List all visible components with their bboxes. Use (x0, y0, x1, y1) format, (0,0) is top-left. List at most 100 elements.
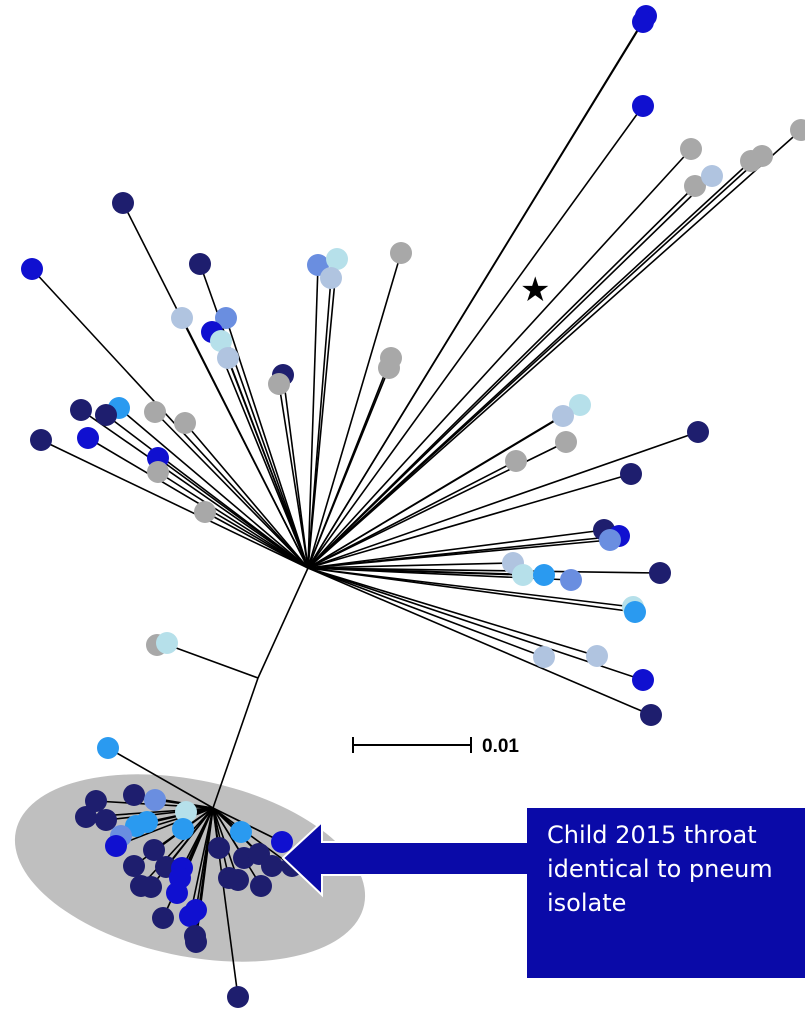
leaf-node-navy (227, 869, 249, 891)
tree-branch (307, 562, 514, 569)
leaf-node-sky-blue (230, 821, 252, 843)
leaf-node-navy (620, 463, 642, 485)
leaf-node-gray (680, 138, 702, 160)
tree-branch (87, 437, 309, 569)
leaf-node-blue (632, 669, 654, 691)
leaf-node-gray (684, 175, 706, 197)
tree-branch (40, 439, 309, 569)
tree-branch (118, 407, 309, 569)
tree-branch (307, 567, 636, 613)
leaf-node-gray (144, 401, 166, 423)
leaf-node-sky-blue (533, 564, 555, 586)
tree-branch (307, 175, 713, 569)
leaf-node-navy (30, 429, 52, 451)
leaf-node-mid-blue (599, 529, 621, 551)
tree-branch (307, 431, 699, 569)
tree-branch (211, 331, 309, 569)
leaf-node-navy (85, 790, 107, 812)
leaf-node-pale-cyan (210, 330, 232, 352)
tree-branch (282, 374, 309, 569)
tree-branch (257, 567, 309, 679)
tree-branch (157, 471, 309, 569)
leaf-node-pale-cyan (156, 632, 178, 654)
tree-branch (189, 807, 214, 917)
scale-bar-label: 0.01 (482, 736, 519, 757)
leaf-node-navy (95, 404, 117, 426)
callout-arrow (281, 819, 531, 898)
tree-branch (80, 409, 309, 569)
leaf-node-pale-cyan (175, 801, 197, 823)
tree-branch (307, 539, 611, 569)
leaf-node-gray (268, 373, 290, 395)
leaf-node-navy (112, 192, 134, 214)
tree-branch (181, 317, 309, 569)
tree-branch (307, 148, 692, 569)
tree-branch (278, 383, 309, 569)
leaf-node-light-blue (171, 307, 193, 329)
tree-branch (212, 807, 262, 887)
tree-branch (307, 367, 390, 569)
leaf-node-light-blue (701, 165, 723, 187)
leaf-node-navy (70, 399, 92, 421)
leaf-node-sky-blue (624, 601, 646, 623)
tree-branch (140, 807, 214, 887)
tree-branch (115, 807, 214, 847)
leaf-node-light-blue (552, 405, 574, 427)
tree-branch (307, 21, 644, 569)
leaf-node-gray (147, 461, 169, 483)
tree-branch (307, 567, 545, 658)
leaf-node-navy (261, 855, 283, 877)
leaf-node-navy (189, 253, 211, 275)
tree-branch (184, 422, 309, 569)
leaf-node-navy (208, 837, 230, 859)
leaf-node-light-blue (586, 645, 608, 667)
tree-branch (307, 567, 598, 657)
leaf-node-gray (505, 450, 527, 472)
leaf-node-blue (77, 427, 99, 449)
leaf-node-sky-blue (97, 737, 119, 759)
leaf-node-gray (194, 501, 216, 523)
tree-branch (307, 264, 319, 569)
callout-line-3: isolate (547, 889, 627, 917)
leaf-node-navy (123, 855, 145, 877)
tree-branch (307, 415, 564, 569)
leaf-node-navy (185, 931, 207, 953)
tree-branch (227, 357, 309, 569)
tree-branch (307, 105, 644, 569)
leaf-node-blue (21, 258, 43, 280)
leaf-node-blue (185, 899, 207, 921)
leaf-node-gray (790, 119, 805, 141)
scale-bar (352, 737, 472, 753)
tree-branch (204, 511, 309, 569)
tree-leaf-nodes (21, 5, 805, 1008)
leaf-node-blue (271, 831, 293, 853)
leaf-node-gray (378, 357, 400, 379)
leaf-node-navy (687, 421, 709, 443)
tree-branch (307, 567, 661, 574)
leaf-node-light-blue (320, 267, 342, 289)
leaf-node-blue (166, 882, 188, 904)
callout-line-1: Child 2015 throat (547, 821, 757, 849)
leaf-node-navy (250, 875, 272, 897)
leaf-node-navy (649, 562, 671, 584)
leaf-node-gray (555, 431, 577, 453)
leaf-node-blue (632, 11, 654, 33)
leaf-node-blue (632, 95, 654, 117)
tree-branch (307, 567, 644, 681)
tree-branches (31, 15, 802, 998)
tree-branch (307, 252, 402, 569)
tree-branch (225, 317, 309, 569)
tree-branch (307, 129, 802, 569)
leaf-node-gray (174, 412, 196, 434)
leaf-node-blue (105, 835, 127, 857)
callout-box: Child 2015 throat identical to pneum iso… (527, 808, 805, 978)
leaf-node-pale-cyan (569, 394, 591, 416)
leaf-node-navy (95, 809, 117, 831)
tree-branch (157, 457, 309, 569)
tree-branch (307, 460, 517, 569)
leaf-node-pale-cyan (326, 248, 348, 270)
tree-branch (307, 567, 652, 716)
tree-branch (307, 277, 332, 569)
leaf-node-navy (140, 876, 162, 898)
